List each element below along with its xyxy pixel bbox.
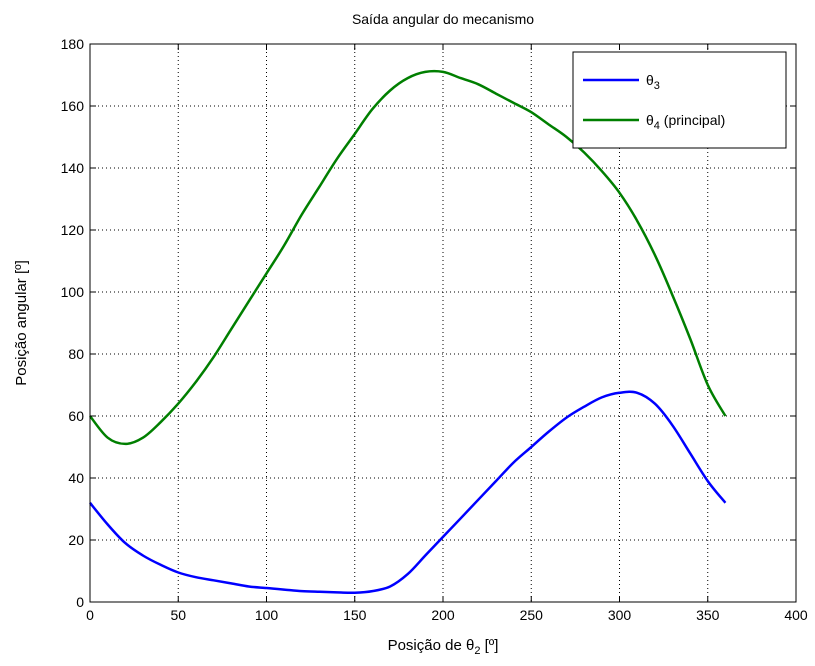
legend-label-theta4-subscript: 4 [654,120,660,132]
x-tick-label: 100 [255,607,279,623]
x-tick-label: 0 [86,607,94,623]
x-tick-label: 250 [520,607,544,623]
y-tick-label: 0 [76,594,84,610]
y-tick-label: 80 [68,346,84,362]
x-tick-label: 300 [608,607,632,623]
y-axis-label: Posição angular [º] [13,260,30,386]
y-tick-label: 40 [68,470,84,486]
y-tick-label: 180 [61,36,85,52]
legend-box [572,51,787,149]
x-axis-label-subscript: 2 [474,645,480,657]
legend-label-theta3-subscript: 3 [654,80,660,92]
x-axis-label: Posição de θ2 [º] [388,637,499,657]
axis-ticks: 0 50 100 150 200 250 300 350 400 0 20 40 60 80 100 120 1… [61,36,808,623]
legend-label-theta4-suffix: (principal) [660,112,725,128]
y-tick-label: 140 [61,160,85,176]
x-tick-label: 350 [696,607,720,623]
legend-label-theta3: θ3 [646,72,660,92]
x-tick-label: 400 [784,607,808,623]
legend-label-theta3-base: θ [646,72,654,88]
legend-label-theta4-base: θ [646,112,654,128]
series-line-1 [89,69,727,446]
legend: θ3 θ4 (principal) [572,51,787,149]
x-tick-label: 200 [431,607,455,623]
x-tick-label: 150 [343,607,367,623]
y-tick-label: 100 [61,284,85,300]
y-tick-label: 20 [68,532,84,548]
y-tick-label: 60 [68,408,84,424]
x-axis-label-prefix: Posição de θ [388,637,475,654]
series-group [89,69,727,595]
y-tick-label: 160 [61,98,85,114]
legend-label-theta4: θ4 (principal) [646,112,725,132]
y-tick-label: 120 [61,222,85,238]
x-tick-label: 50 [170,607,186,623]
chart-title: Saída angular do mecanismo [352,11,534,27]
series-line-0 [89,390,727,595]
x-axis-label-suffix: [º] [480,637,498,654]
